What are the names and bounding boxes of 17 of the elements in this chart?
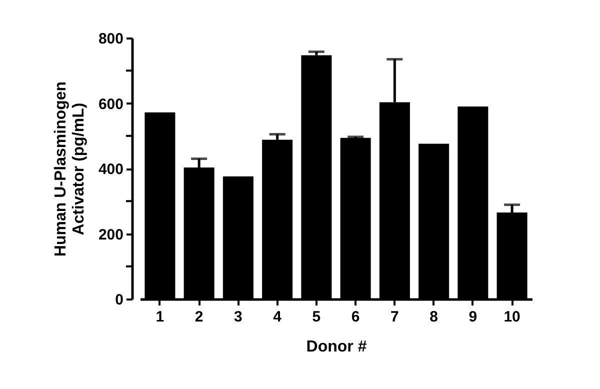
x-tick-label: 6 bbox=[351, 308, 360, 326]
x-tick-label: 2 bbox=[194, 308, 204, 326]
x-tick-label: 3 bbox=[234, 308, 242, 326]
x-tick-label: 1 bbox=[156, 308, 164, 326]
y-axis-title: Human U-Plasminogen Activator (pg/mL) bbox=[52, 81, 88, 257]
y-tick-label: 400 bbox=[98, 161, 124, 178]
x-tick-label: 9 bbox=[468, 308, 478, 326]
y-tick-label: 0 bbox=[115, 292, 124, 308]
y-tick-label: 200 bbox=[98, 226, 124, 244]
x-tick-label: 4 bbox=[273, 308, 282, 326]
x-tick-label: 7 bbox=[390, 308, 399, 326]
y-tick-label: 800 bbox=[98, 30, 124, 48]
x-tick-label: 8 bbox=[430, 308, 438, 326]
y-tick-label: 600 bbox=[98, 96, 124, 113]
x-tick-label: 10 bbox=[504, 308, 520, 326]
x-axis-title: Donor # bbox=[306, 338, 367, 356]
x-tick-label: 5 bbox=[312, 308, 321, 326]
